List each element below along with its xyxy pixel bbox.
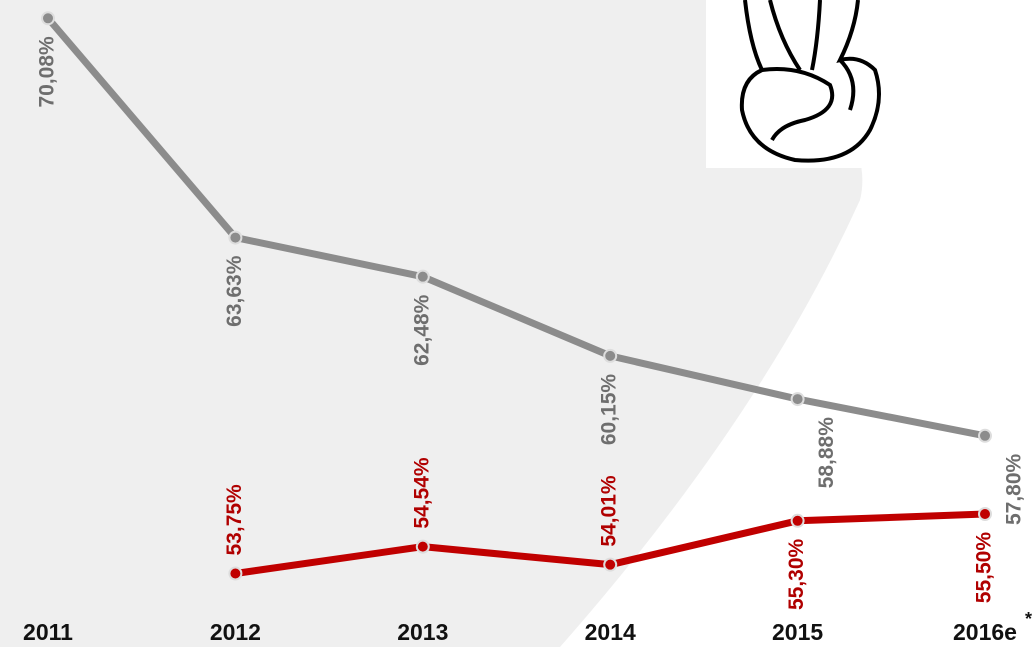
chart: 70,08% 63,63% 62,48% 60,15% 58,88% 57,80% 53,7… — [0, 0, 1032, 647]
data-label: 55,30% — [785, 538, 808, 610]
data-label: 58,88% — [815, 417, 838, 489]
data-label: 54,54% — [410, 457, 433, 529]
x-tick-label: 2011 — [23, 619, 73, 645]
data-point — [979, 508, 991, 520]
x-tick-label: 2013 — [397, 619, 448, 645]
data-point — [792, 515, 804, 527]
x-tick-label: 2015 — [772, 619, 823, 645]
hand-icon — [706, 0, 879, 168]
data-label: 70,08% — [36, 36, 59, 108]
data-point — [417, 271, 429, 283]
x-tick-label: 2014 — [585, 619, 636, 645]
data-label: 62,48% — [410, 294, 433, 366]
data-label: 54,01% — [598, 475, 621, 547]
data-point — [979, 430, 991, 442]
data-point — [229, 568, 241, 580]
data-label: 57,80% — [1003, 453, 1026, 525]
data-point — [604, 350, 616, 362]
x-tick-label: 2012 — [210, 619, 261, 645]
x-tick-label: 2016e — [953, 619, 1017, 645]
data-label: 55,50% — [973, 532, 996, 604]
data-label: 63,63% — [223, 255, 246, 327]
data-label: 60,15% — [598, 374, 621, 446]
footnote-mark: * — [1025, 609, 1032, 629]
data-point — [229, 232, 241, 244]
data-point — [604, 559, 616, 571]
data-point — [417, 541, 429, 553]
data-point — [792, 393, 804, 405]
data-label: 53,75% — [223, 484, 246, 556]
data-point — [42, 12, 54, 24]
